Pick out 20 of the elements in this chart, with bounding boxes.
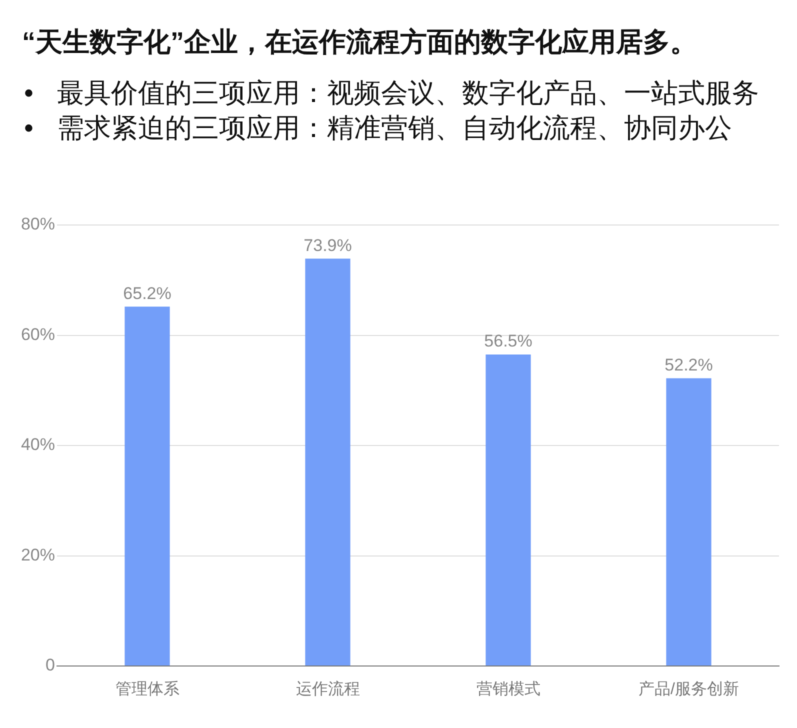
chart-title: “天生数字化”企业，在运作流程方面的数字化应用居多。 (22, 26, 697, 58)
data-label: 56.5% (484, 332, 532, 351)
y-tick-label: 20% (20, 545, 55, 564)
x-tick-label: 运作流程 (296, 680, 360, 698)
data-label: 65.2% (123, 284, 172, 303)
text: • 最具价值的三项应用：视频会议、数字化产品、一站式服务 (24, 77, 759, 110)
x-tick-label: 管理体系 (115, 680, 180, 698)
x-tick-label: 产品/服务创新 (638, 680, 739, 698)
bar (666, 378, 712, 666)
y-tick-label: 60% (20, 324, 55, 344)
x-tick-label: 营销模式 (476, 680, 540, 698)
data-label: 52.2% (664, 355, 713, 374)
bar (305, 258, 350, 666)
text: • 需求紧迫的三项应用：精准营销、自动化流程、协同办公 (24, 112, 732, 145)
bar (486, 354, 531, 666)
y-tick-label: 40% (20, 435, 55, 454)
data-label: 73.9% (304, 236, 352, 255)
y-tick-label: 0 (46, 656, 55, 675)
bar (124, 306, 170, 666)
y-tick-label: 80% (20, 214, 55, 234)
